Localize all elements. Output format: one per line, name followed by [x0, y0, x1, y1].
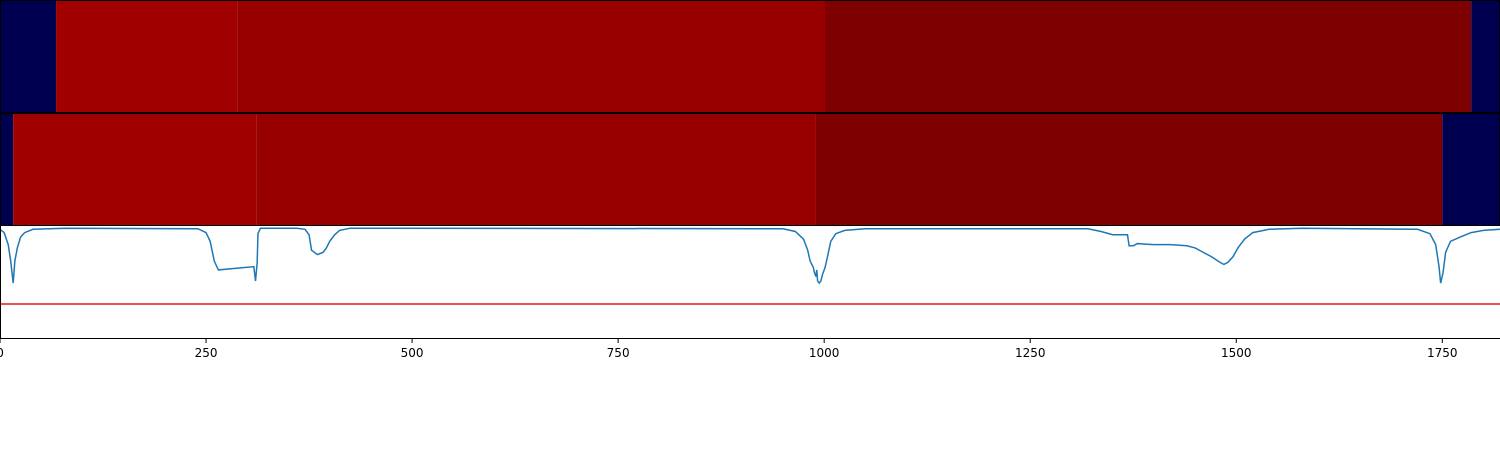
x-tick-label-1000: 1000 — [809, 346, 840, 360]
heatmap-track-top — [0, 1, 1500, 112]
line-panel — [0, 226, 1500, 338]
series-line — [0, 227, 1500, 285]
x-tick-label-250: 250 — [195, 346, 218, 360]
heatmap-segment-1-0 — [0, 114, 14, 225]
heatmap-segment-1-2 — [256, 114, 816, 225]
heatmap-segment-0-0 — [0, 1, 57, 112]
line-panel-background — [0, 226, 1500, 338]
x-tick-label-1250: 1250 — [1015, 346, 1046, 360]
heatmap-segment-0-1 — [56, 1, 238, 112]
heatmap-track-bottom — [0, 114, 1500, 225]
x-axis: 0 250 500 750 1000 1250 1500 1750 — [0, 338, 1458, 360]
heatmap-segment-1-3 — [815, 114, 1443, 225]
x-tick-label-750: 750 — [607, 346, 630, 360]
x-tick-label-1500: 1500 — [1221, 346, 1252, 360]
heatmap-segment-0-2 — [237, 1, 825, 112]
heatmap-segment-1-4 — [1442, 114, 1500, 225]
heatmap-segment-1-1 — [13, 114, 257, 225]
x-tick-label-0: 0 — [0, 346, 4, 360]
x-tick-label-500: 500 — [401, 346, 424, 360]
heatmap-segment-0-3 — [825, 1, 1472, 112]
heatmap-segment-0-4 — [1471, 1, 1500, 112]
x-tick-label-1750: 1750 — [1427, 346, 1458, 360]
